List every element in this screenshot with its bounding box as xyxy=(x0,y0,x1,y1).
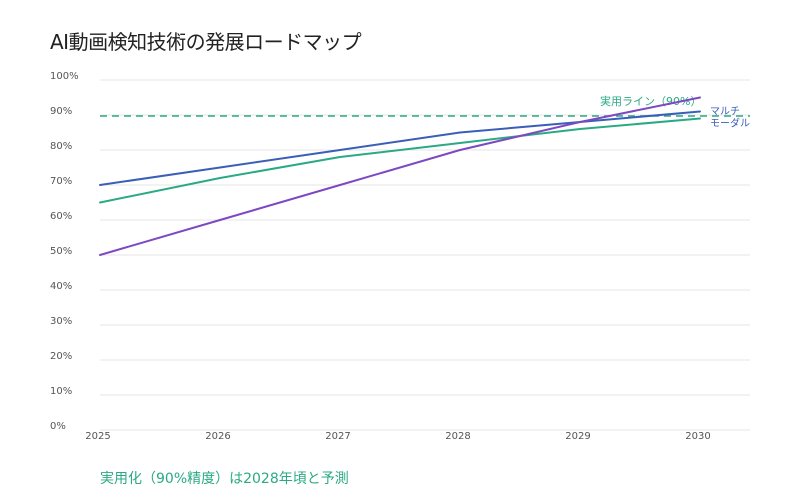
data-point xyxy=(339,184,341,186)
x-tick-label: 2030 xyxy=(685,431,710,442)
y-tick-label: 90% xyxy=(50,106,72,117)
y-tick-label: 50% xyxy=(50,246,72,257)
series-end-label: モーダル xyxy=(710,117,750,130)
y-tick-label: 60% xyxy=(50,211,72,222)
x-tick-label: 2027 xyxy=(325,431,350,442)
y-tick-label: 40% xyxy=(50,281,72,292)
y-tick-label: 70% xyxy=(50,176,72,187)
data-point xyxy=(699,117,701,120)
series-line xyxy=(99,96,701,256)
x-tick-label: 2029 xyxy=(565,431,590,442)
data-point xyxy=(699,110,701,113)
data-point xyxy=(99,254,101,256)
data-point xyxy=(219,219,221,221)
y-tick-label: 80% xyxy=(50,141,72,152)
data-point xyxy=(339,149,341,151)
data-point xyxy=(339,156,341,158)
data-point xyxy=(219,177,221,179)
x-tick-label: 2026 xyxy=(205,431,230,442)
y-tick-label: 0% xyxy=(50,421,66,432)
data-point xyxy=(579,128,581,130)
y-tick-label: 30% xyxy=(50,316,72,327)
data-point xyxy=(459,149,461,151)
data-point xyxy=(579,121,581,123)
data-point xyxy=(459,142,461,144)
x-tick-label: 2028 xyxy=(445,431,470,442)
axis-labels: 0% 10% 20% 30% 40% 50% 60% 70% 80% 90% 100% 2025 202… xyxy=(50,71,711,442)
reference-line-label: 実用ライン（90%） xyxy=(600,94,701,108)
series-line xyxy=(99,117,701,204)
data-point xyxy=(699,96,701,99)
reference-line-group: 実用ライン（90%） xyxy=(100,94,750,117)
y-tick-label: 10% xyxy=(50,386,72,397)
y-tick-label: 100% xyxy=(50,71,79,82)
data-point xyxy=(99,201,101,204)
chart-footnote: 実用化（90%精度）は2028年頃と予測 xyxy=(100,471,349,487)
chart-title: AI動画検知技術の発展ロードマップ xyxy=(50,30,362,54)
y-tick-label: 20% xyxy=(50,351,72,362)
series-line xyxy=(99,110,701,186)
data-point xyxy=(219,166,221,169)
x-tick-label: 2025 xyxy=(85,431,110,442)
grid xyxy=(100,79,750,431)
data-point xyxy=(99,184,101,186)
data-point xyxy=(459,131,461,134)
series-end-label: マルチ xyxy=(710,106,740,118)
